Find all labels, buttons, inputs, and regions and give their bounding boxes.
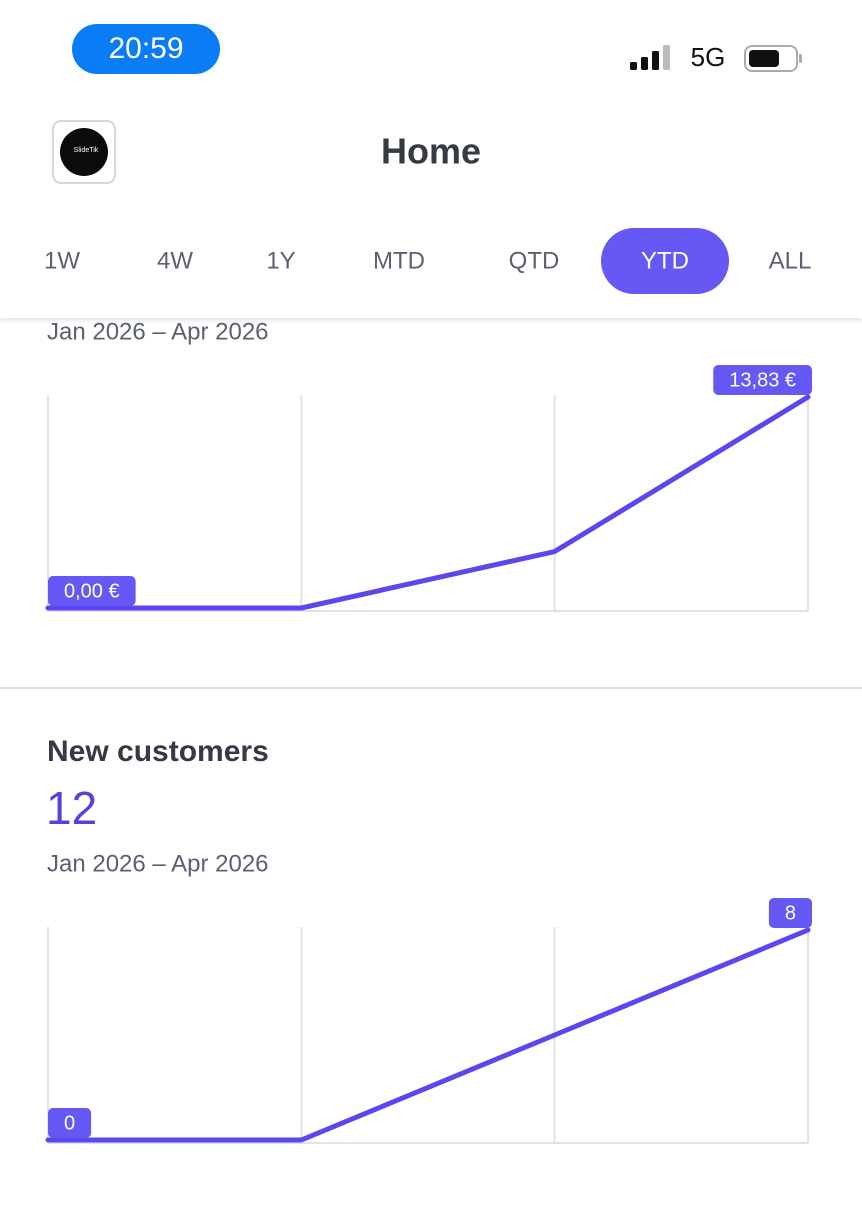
battery-icon	[744, 45, 802, 72]
content: Jan 2026 – Apr 2026 0,00 € 13,83 € New cust…	[0, 318, 862, 1144]
tab[interactable]: 1W	[44, 247, 80, 274]
time: 20:59	[108, 32, 183, 65]
logo-text: SlideTik	[74, 147, 99, 154]
tab[interactable]: 4W	[157, 247, 193, 274]
value-label-bg	[768, 898, 812, 928]
card-value: 12	[46, 782, 97, 834]
value-label-bg	[48, 1108, 92, 1138]
value-label-text: 0,00 €	[64, 580, 120, 602]
tab-selected-bg	[601, 228, 729, 294]
value-label-text: 0	[64, 1112, 75, 1134]
page-title: Home	[381, 131, 481, 172]
tabs: 1W 4W 1Y MTD QTD YTD ALL	[44, 228, 811, 294]
tab[interactable]: QTD	[509, 247, 560, 274]
card-title: New customers	[47, 735, 269, 768]
tab[interactable]: MTD	[373, 247, 425, 274]
network: 5G	[691, 42, 726, 72]
value-label-bg	[713, 365, 812, 395]
date-range: Jan 2026 – Apr 2026	[47, 850, 269, 877]
value-label: 0	[48, 1108, 92, 1138]
date-range: Jan 2026 – Apr 2026	[47, 318, 269, 345]
value-label: 0,00 €	[48, 576, 136, 606]
value-label: 13,83 €	[713, 365, 812, 395]
tab[interactable]: ALL	[769, 247, 812, 274]
value-label-bg	[48, 576, 136, 606]
line	[45, 394, 811, 611]
value-label: 8	[768, 898, 812, 928]
logo	[60, 128, 108, 176]
tab[interactable]: 1Y	[266, 247, 295, 274]
value-label-text: 8	[785, 902, 796, 924]
time-pill	[72, 24, 220, 74]
tab[interactable]: YTD	[641, 247, 689, 274]
signal-icon	[630, 45, 670, 70]
value-label-text: 13,83 €	[729, 369, 796, 391]
line	[45, 927, 811, 1143]
